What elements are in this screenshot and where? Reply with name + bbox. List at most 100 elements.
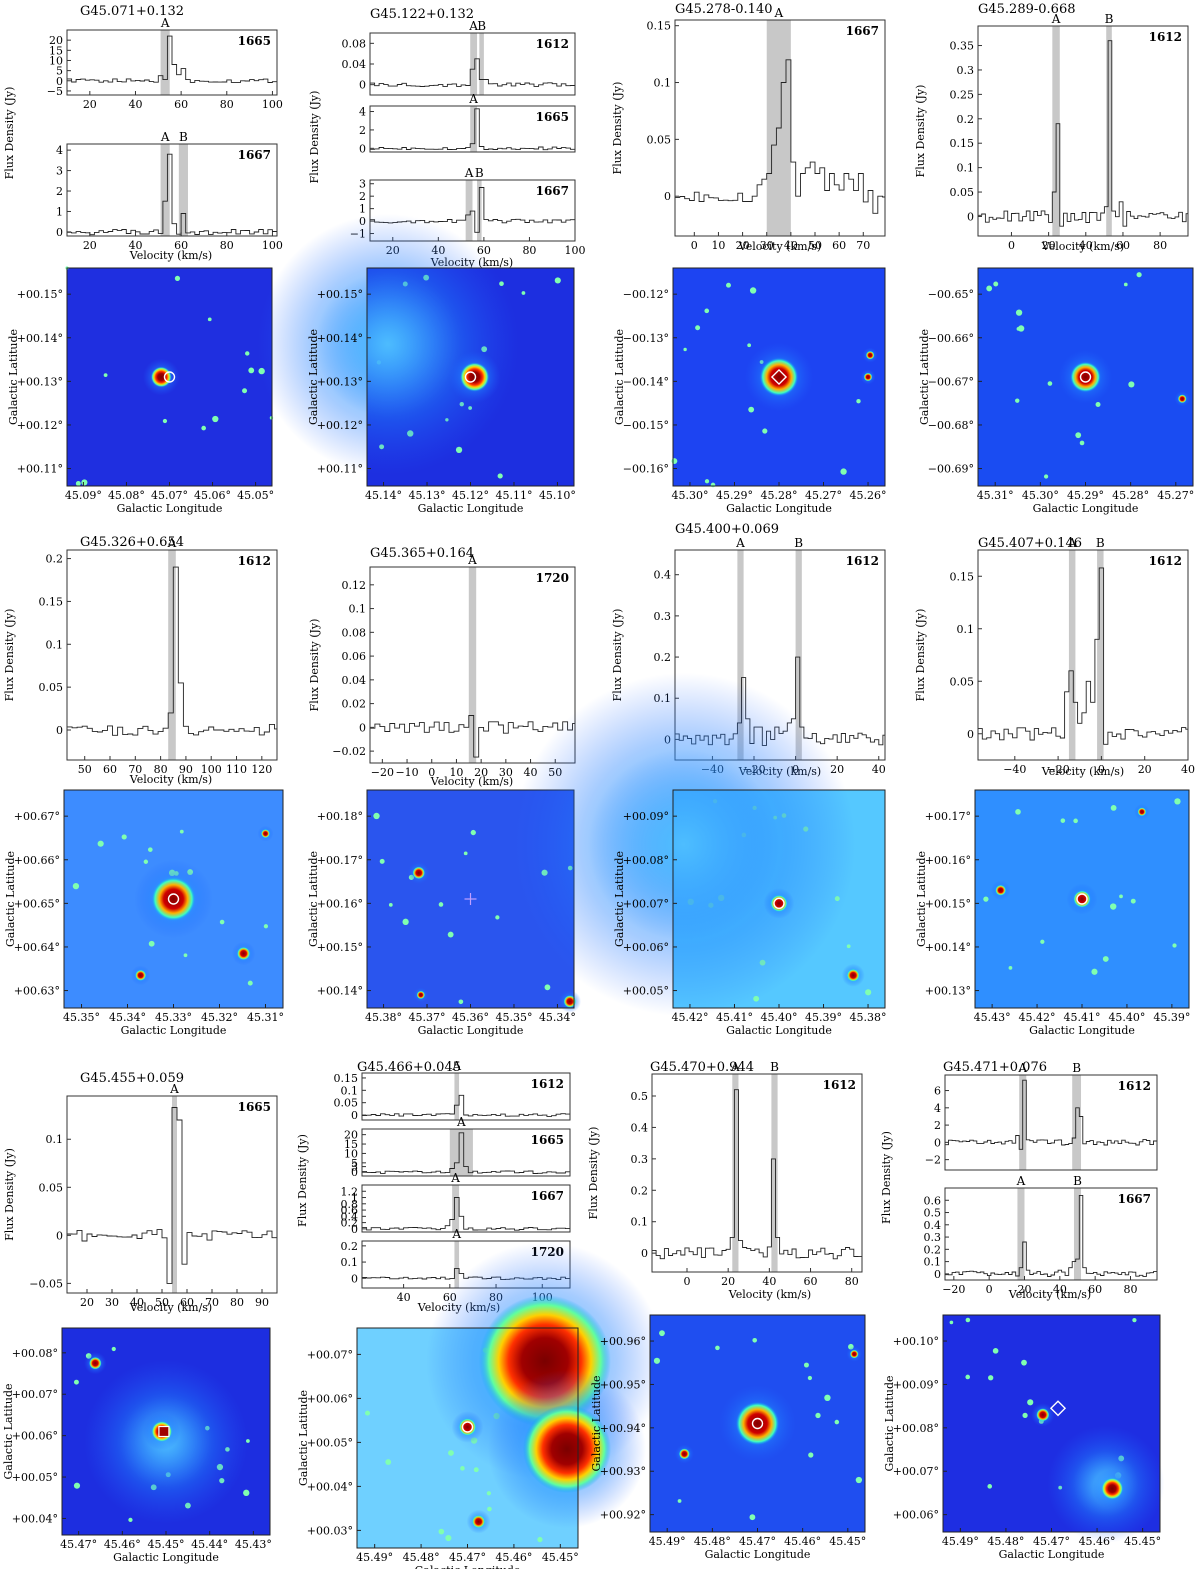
field-star xyxy=(1119,894,1123,899)
x-tick-label: 45.31° xyxy=(977,489,1014,502)
y-axis-label: Galactic Latitude xyxy=(918,329,931,425)
y-tick-label: 2 xyxy=(56,185,63,198)
x-tick-label: 45.44° xyxy=(191,1538,228,1551)
y-tick-label: 1 xyxy=(351,1192,358,1205)
chart-title: G45.278-0.140 xyxy=(675,2,772,17)
y-tick-label: 0 xyxy=(56,1229,63,1242)
x-tick-label: 0 xyxy=(1098,763,1105,776)
y-tick-label: 10 xyxy=(344,1147,358,1160)
x-axis-label: Galactic Longitude xyxy=(117,502,223,515)
maser-marker xyxy=(773,897,785,910)
y-tick-label: 0.15 xyxy=(950,137,975,150)
feature-label: A xyxy=(456,1115,466,1129)
y-tick-label: 0 xyxy=(359,721,366,734)
velocity-band xyxy=(732,1074,739,1272)
field-star xyxy=(677,1499,682,1503)
x-tick-label: 45.40° xyxy=(761,1011,798,1024)
y-tick-label: +00.07° xyxy=(893,1465,939,1478)
spectrum-chart: G45.289-0.668 Flux Density (Jy) Velocity (… xyxy=(914,2,1189,253)
field-star xyxy=(212,415,219,423)
y-tick-label: 0.1 xyxy=(46,638,64,651)
spectrum-line xyxy=(370,715,575,758)
y-tick-label: +00.92° xyxy=(600,1509,646,1522)
y-tick-label: −00.16° xyxy=(623,463,669,476)
sky-map: 45.30° 45.29° 45.28° 45.27° 45.26° −00.12° −00… xyxy=(613,267,887,515)
bright-source xyxy=(1101,1477,1124,1500)
x-tick-label: 45.14° xyxy=(365,489,402,502)
x-tick-label: 45.47° xyxy=(449,1551,486,1564)
x-axis-label: Velocity (km/s) xyxy=(728,1288,811,1301)
y-tick-label: +00.15° xyxy=(925,897,971,910)
field-star xyxy=(487,1506,492,1512)
y-tick-label: 0 xyxy=(664,190,671,203)
sky-map: 45.49° 45.48° 45.47° 45.46° 45.45° +00.07° +00… xyxy=(297,1242,664,1569)
field-star xyxy=(762,428,768,434)
spectrum-panel: −0.02 0 0.02 0.04 0.06 0.08 0.1 0.12 −20 −10 0 10 20… xyxy=(332,553,576,779)
velocity-band xyxy=(168,550,176,760)
field-star xyxy=(183,953,188,958)
y-tick-label: +00.14° xyxy=(317,985,363,998)
field-star xyxy=(683,347,687,352)
x-axis-label: Velocity (km/s) xyxy=(1008,1288,1091,1301)
y-tick-label: −00.15° xyxy=(623,419,669,432)
field-star xyxy=(1017,325,1025,332)
sky-map: 45.47° 45.46° 45.45° 45.44° 45.43° +00.08° +00… xyxy=(2,1327,272,1564)
x-tick-label: 45.26° xyxy=(850,489,887,502)
chart-title: G45.326+0.654 xyxy=(80,535,184,550)
field-star xyxy=(1043,474,1049,479)
x-tick-label: 45.37° xyxy=(409,1011,446,1024)
field-star xyxy=(143,859,149,864)
y-tick-label: −00.13° xyxy=(623,332,669,345)
field-star xyxy=(97,840,104,847)
x-tick-label: 45.48° xyxy=(694,1535,731,1548)
feature-label: A xyxy=(169,1082,179,1096)
y-axis-label: Flux Density (Jy) xyxy=(880,1131,893,1224)
y-tick-label: +00.07° xyxy=(307,1348,353,1361)
plot-frame xyxy=(361,1184,571,1233)
field-star xyxy=(949,1320,954,1325)
x-tick-label: 45.07° xyxy=(151,489,188,502)
feature-label: A xyxy=(160,16,170,30)
field-star xyxy=(448,1450,454,1456)
x-tick-label: −40 xyxy=(1003,763,1026,776)
y-tick-label: 0 xyxy=(351,1109,358,1122)
y-tick-label: 0.25 xyxy=(950,88,975,101)
field-star xyxy=(808,1452,814,1458)
velocity-band xyxy=(1068,550,1076,760)
y-tick-label: +00.14° xyxy=(17,332,63,345)
y-tick-label: +00.18° xyxy=(317,810,363,823)
bright-source xyxy=(261,829,270,838)
x-tick-label: 45.36° xyxy=(452,1011,489,1024)
field-star xyxy=(749,1514,756,1521)
velocity-band xyxy=(1073,1188,1082,1280)
velocity-band xyxy=(771,1074,778,1272)
x-tick-label: 45.49° xyxy=(942,1535,979,1548)
field-star xyxy=(1040,939,1045,944)
y-tick-label: 0.2 xyxy=(924,1243,942,1256)
field-star xyxy=(495,915,500,920)
field-star xyxy=(747,343,752,348)
y-tick-label: +00.05° xyxy=(307,1436,353,1449)
y-tick-label: 2 xyxy=(359,190,366,203)
x-tick-label: 80 xyxy=(230,1296,244,1309)
y-tick-label: +00.13° xyxy=(317,375,363,388)
spectrum-panel: 0 0.1 0.2 0.3 0.4 0.5 0 20 40 60 80 1612 A B xyxy=(631,1060,863,1288)
x-tick-label: 70 xyxy=(128,763,142,776)
field-star xyxy=(993,281,999,287)
spectrum-panel: 00.050.10.15 1612 A xyxy=(334,1059,571,1122)
field-star xyxy=(1123,282,1128,287)
field-star xyxy=(986,285,993,292)
y-tick-label: 20 xyxy=(49,34,63,47)
chart-title: G45.407+0.146 xyxy=(978,536,1082,551)
y-tick-label: 0 xyxy=(351,1166,358,1179)
plot-frame xyxy=(944,1074,1158,1171)
field-star xyxy=(965,1374,971,1380)
x-tick-label: 45.42° xyxy=(671,1011,708,1024)
y-tick-label: +00.63° xyxy=(14,985,60,998)
y-tick-label: 0 xyxy=(359,142,366,155)
x-tick-label: 45.46° xyxy=(784,1535,821,1548)
field-star xyxy=(1128,381,1135,388)
field-star xyxy=(988,1375,994,1381)
y-axis-label: Flux Density (Jy) xyxy=(587,1127,600,1220)
field-star xyxy=(1110,804,1117,811)
